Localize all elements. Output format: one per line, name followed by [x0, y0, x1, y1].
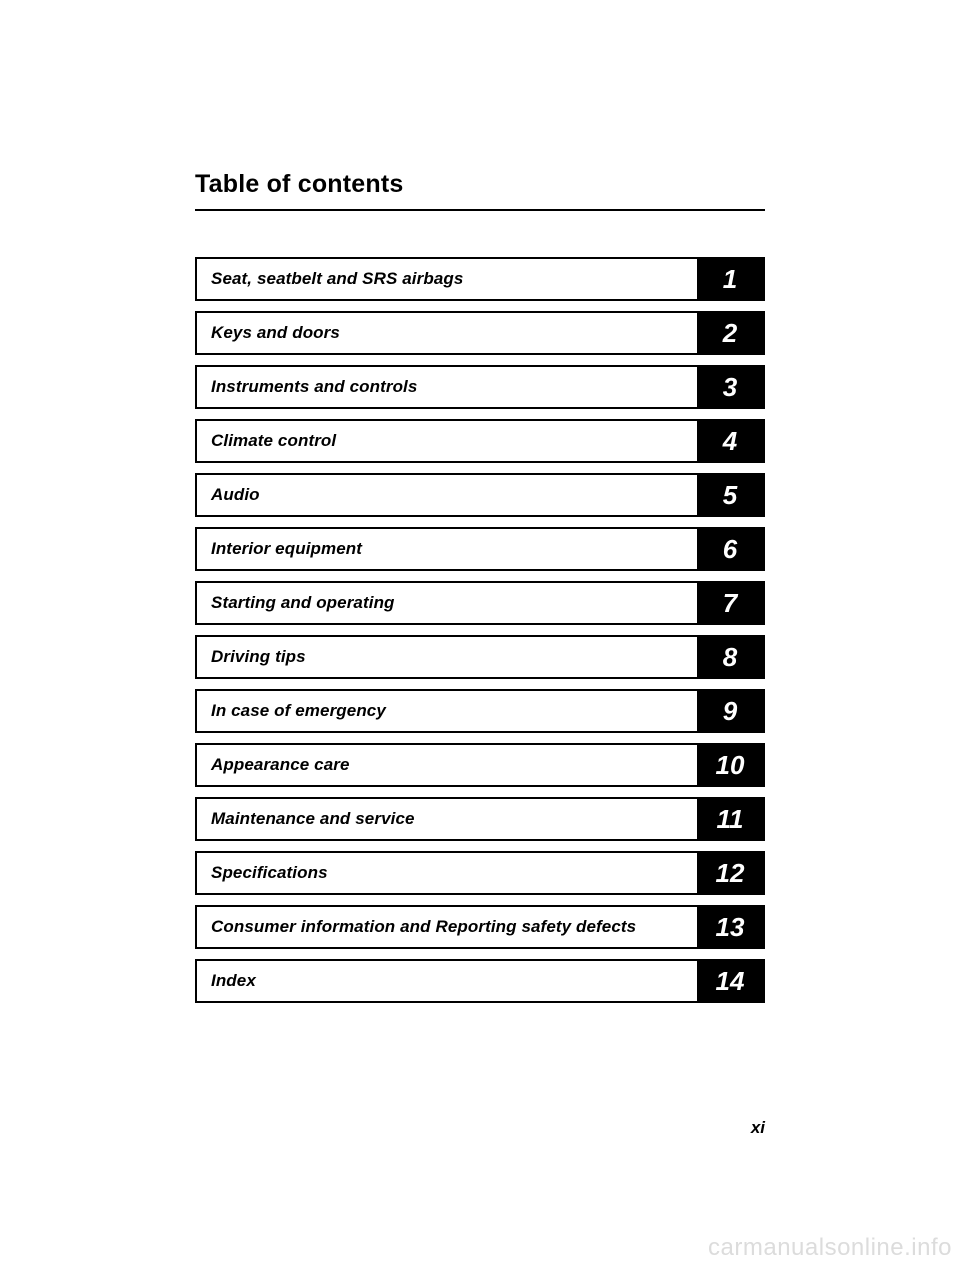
toc-chapter-number: 6: [697, 529, 763, 569]
toc-row: Driving tips 8: [195, 635, 765, 679]
toc-chapter-number: 8: [697, 637, 763, 677]
page-title: Table of contents: [195, 170, 765, 211]
toc-row: Seat, seatbelt and SRS airbags 1: [195, 257, 765, 301]
page-number: xi: [751, 1118, 765, 1138]
toc-label: Interior equipment: [197, 529, 697, 569]
toc-row: Climate control 4: [195, 419, 765, 463]
toc-label: Climate control: [197, 421, 697, 461]
toc-chapter-number: 7: [697, 583, 763, 623]
toc-label: In case of emergency: [197, 691, 697, 731]
toc-chapter-number: 1: [697, 259, 763, 299]
toc-label: Maintenance and service: [197, 799, 697, 839]
toc-row: Keys and doors 2: [195, 311, 765, 355]
toc-row: Specifications 12: [195, 851, 765, 895]
toc-chapter-number: 13: [697, 907, 763, 947]
toc-row: Maintenance and service 11: [195, 797, 765, 841]
toc-label: Specifications: [197, 853, 697, 893]
toc-chapter-number: 2: [697, 313, 763, 353]
toc-label: Audio: [197, 475, 697, 515]
toc-row: Audio 5: [195, 473, 765, 517]
toc-label: Driving tips: [197, 637, 697, 677]
toc-row: Appearance care 10: [195, 743, 765, 787]
toc-row: Interior equipment 6: [195, 527, 765, 571]
toc-row: Consumer information and Reporting safet…: [195, 905, 765, 949]
toc-chapter-number: 5: [697, 475, 763, 515]
toc-label: Consumer information and Reporting safet…: [197, 907, 697, 947]
toc-label: Seat, seatbelt and SRS airbags: [197, 259, 697, 299]
toc-row: Index 14: [195, 959, 765, 1003]
toc-label: Instruments and controls: [197, 367, 697, 407]
toc-chapter-number: 12: [697, 853, 763, 893]
toc-label: Starting and operating: [197, 583, 697, 623]
toc-chapter-number: 9: [697, 691, 763, 731]
toc-row: Instruments and controls 3: [195, 365, 765, 409]
toc-chapter-number: 11: [697, 799, 763, 839]
toc-row: In case of emergency 9: [195, 689, 765, 733]
toc-chapter-number: 10: [697, 745, 763, 785]
toc-chapter-number: 14: [697, 961, 763, 1001]
toc-label: Keys and doors: [197, 313, 697, 353]
document-page: Table of contents Seat, seatbelt and SRS…: [0, 0, 960, 1268]
watermark-text: carmanualsonline.info: [708, 1234, 952, 1262]
toc-label: Index: [197, 961, 697, 1001]
toc-row: Starting and operating 7: [195, 581, 765, 625]
toc-label: Appearance care: [197, 745, 697, 785]
toc-chapter-number: 4: [697, 421, 763, 461]
toc-chapter-number: 3: [697, 367, 763, 407]
table-of-contents: Seat, seatbelt and SRS airbags 1 Keys an…: [195, 257, 765, 1003]
